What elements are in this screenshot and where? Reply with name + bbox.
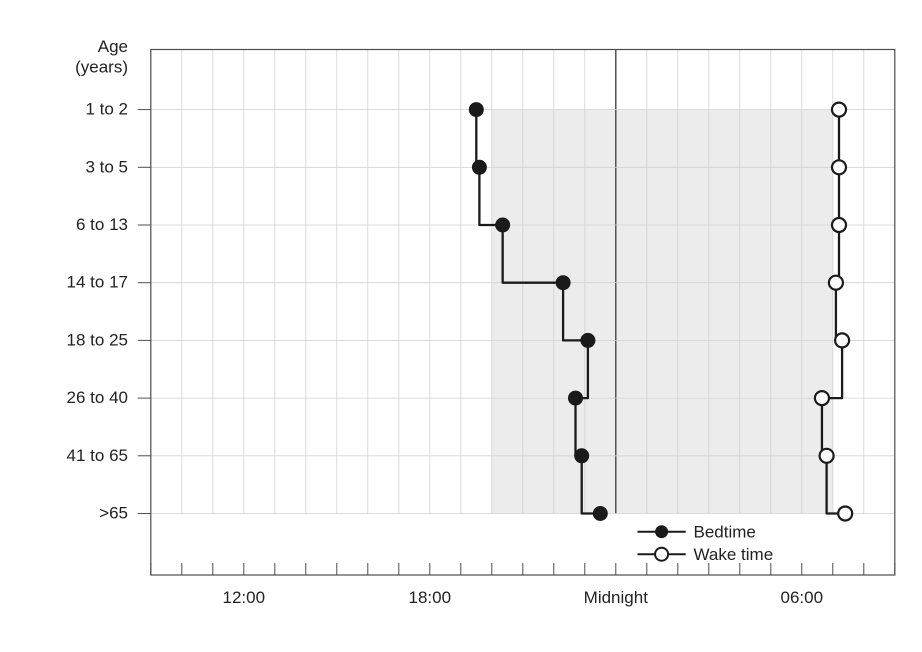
svg-text:(years): (years) (75, 58, 128, 77)
svg-text:1 to 2: 1 to 2 (85, 100, 128, 119)
svg-text:18 to 25: 18 to 25 (67, 330, 128, 349)
svg-text:Bedtime: Bedtime (694, 523, 756, 542)
svg-text:>65: >65 (99, 504, 128, 523)
svg-text:Age: Age (98, 37, 128, 56)
svg-text:18:00: 18:00 (409, 588, 452, 607)
svg-text:14 to 17: 14 to 17 (67, 273, 128, 292)
svg-text:Wake time: Wake time (694, 545, 774, 564)
svg-text:12:00: 12:00 (223, 588, 266, 607)
svg-text:06:00: 06:00 (781, 588, 824, 607)
svg-text:41 to 65: 41 to 65 (67, 446, 128, 465)
svg-text:Midnight: Midnight (584, 588, 649, 607)
svg-text:3 to 5: 3 to 5 (85, 157, 128, 176)
svg-text:26 to 40: 26 to 40 (67, 388, 128, 407)
svg-text:6 to 13: 6 to 13 (76, 215, 128, 234)
